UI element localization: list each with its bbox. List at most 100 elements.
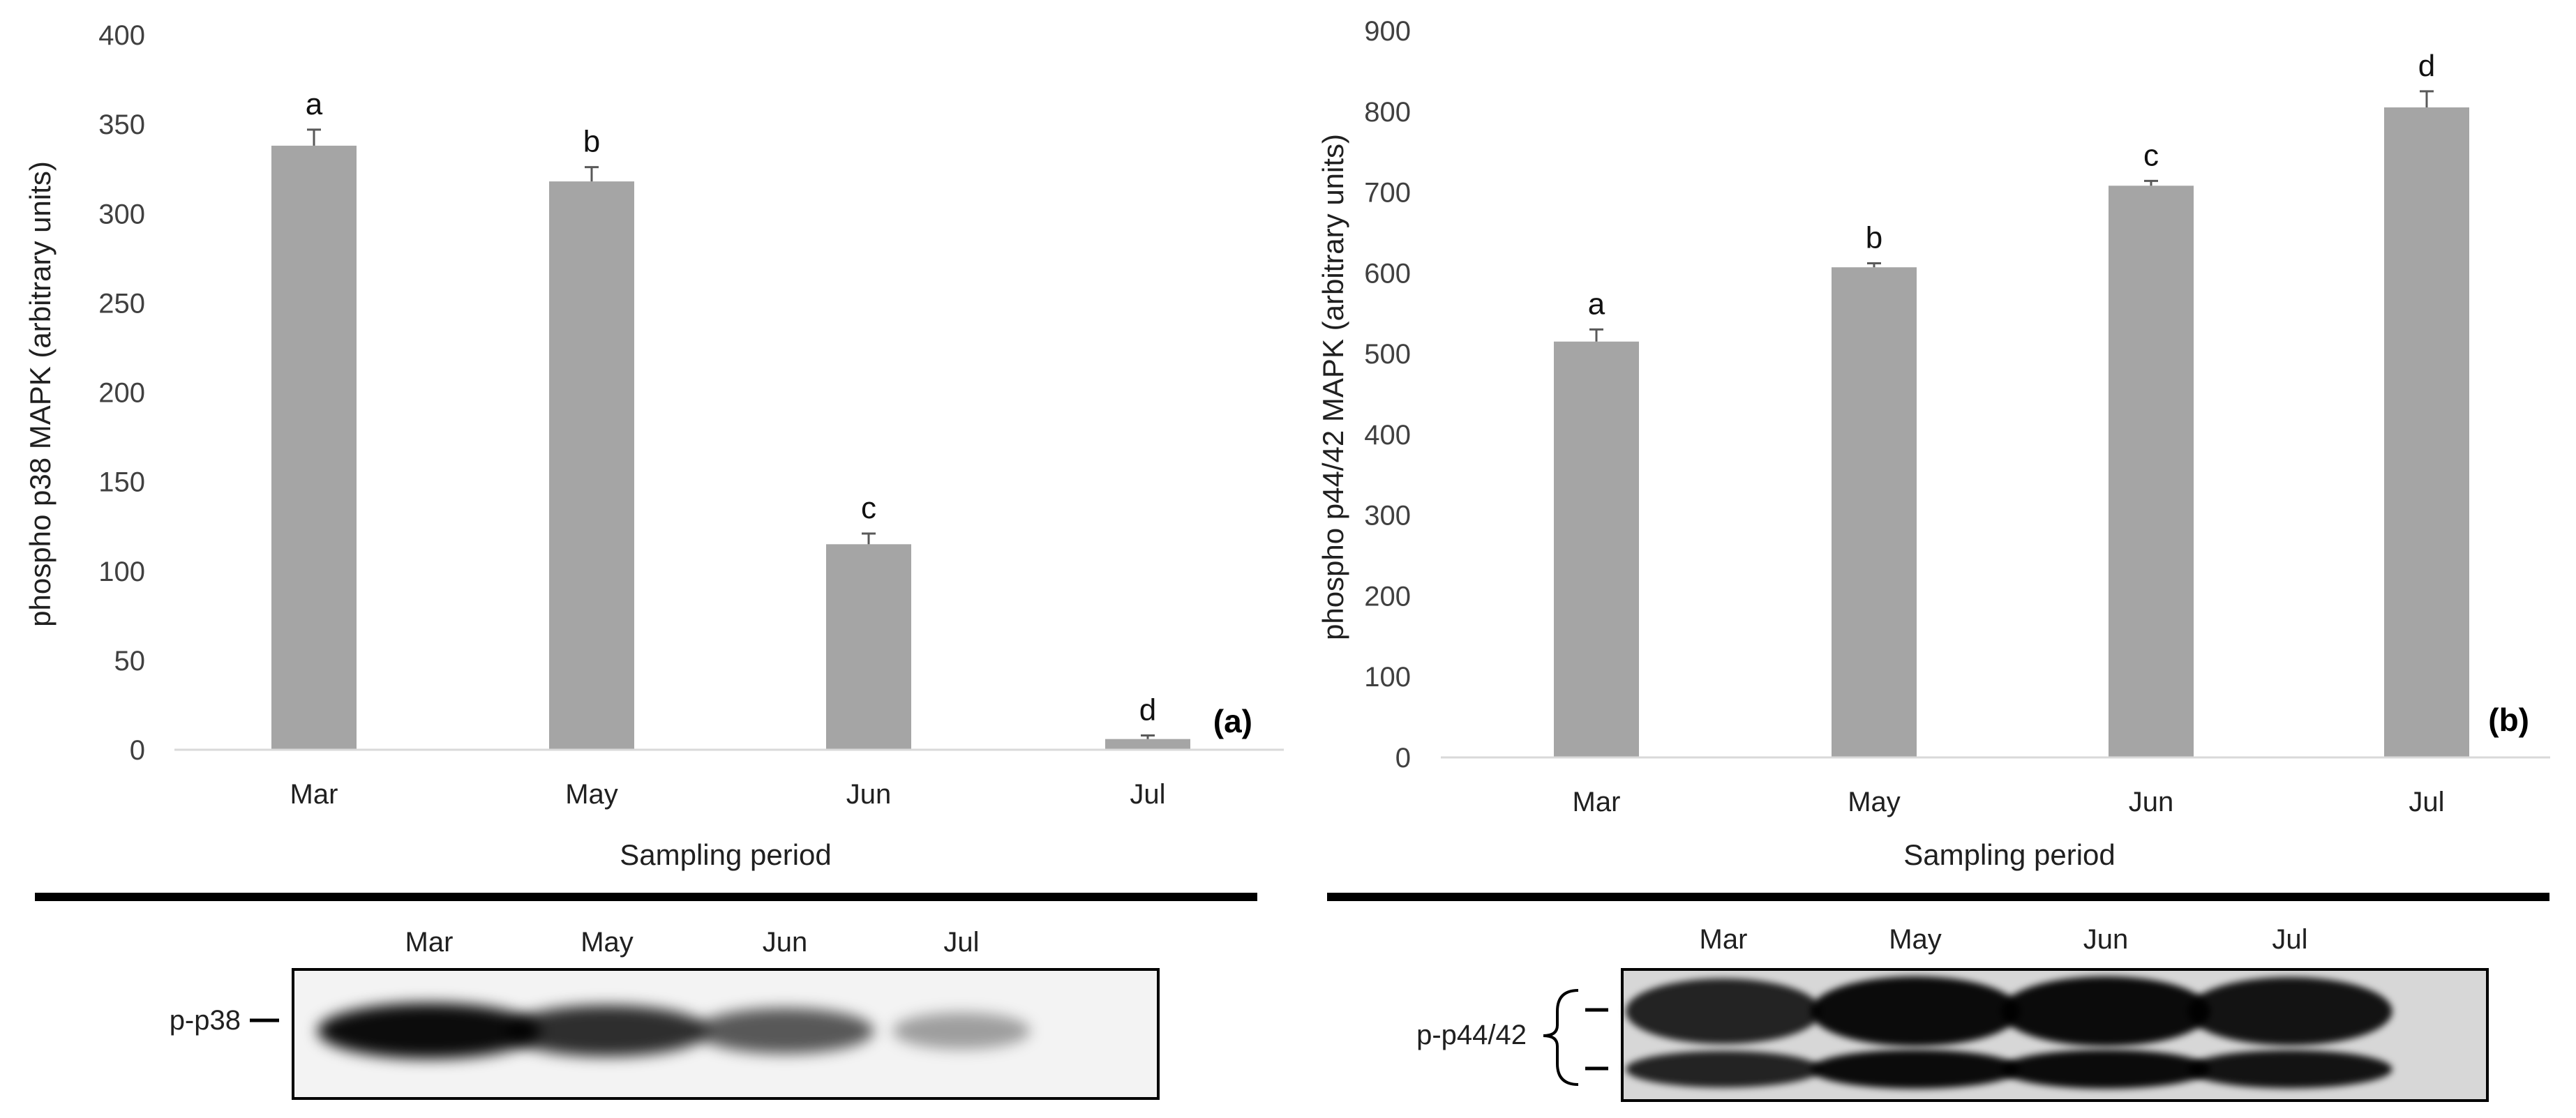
blot-b-bands — [1626, 976, 2392, 1089]
a-y-tick-label: 200 — [98, 378, 145, 409]
a-significance-letter: c — [861, 491, 876, 525]
b-x-tick-label: Jul — [2409, 787, 2444, 817]
blot-b-lane-label: Jul — [2272, 924, 2307, 955]
chart-b-x-tick-labels: Mar May Jun Jul — [1573, 787, 2445, 817]
b-significance-letter: c — [2143, 138, 2159, 172]
blot-a-lane-labels: Mar May Jun Jul — [405, 927, 980, 958]
a-significance-letter: d — [1139, 693, 1156, 727]
blot-a-band — [317, 1003, 541, 1059]
blot-a-band — [892, 1012, 1031, 1050]
b-y-tick-label: 300 — [1364, 501, 1411, 531]
blot-a-lane-label: Mar — [405, 927, 454, 958]
blot-b: Mar May Jun Jul p-p44/42 — [1416, 924, 2489, 1102]
b-x-tick-label: Jun — [2129, 787, 2174, 817]
blot-b-lane-labels: Mar May Jun Jul — [1700, 924, 2308, 955]
blot-b-band — [2187, 977, 2392, 1045]
blot-b-lane-label: Jun — [2083, 924, 2129, 955]
a-y-tick-label: 150 — [98, 467, 145, 498]
separator-right — [1327, 893, 2549, 901]
a-bar — [1105, 739, 1190, 750]
chart-a-y-ticks: 0 50 100 150 200 250 300 350 400 — [98, 20, 145, 766]
a-error-bar — [862, 532, 876, 545]
blot-b-brace — [1543, 989, 1579, 1086]
b-significance-letter: b — [1866, 220, 1882, 255]
a-bar — [271, 145, 357, 750]
blot-b-band — [1626, 979, 1821, 1044]
chart-b-significance-letters: a b c d — [1588, 49, 2435, 322]
chart-a-significance-letters: a b c d — [306, 87, 1156, 727]
b-bar — [2384, 107, 2469, 757]
blot-b-band — [2187, 1050, 2392, 1089]
b-y-tick-label: 800 — [1364, 97, 1411, 128]
b-x-tick-label: Mar — [1573, 787, 1621, 817]
blot-a-lane-label: May — [581, 927, 634, 958]
chart-a-error-bars — [307, 128, 1155, 739]
b-error-bar — [1589, 328, 1603, 342]
b-y-tick-label: 400 — [1364, 420, 1411, 451]
blot-a: Mar May Jun Jul p-p38 — [170, 927, 1160, 1100]
a-y-tick-label: 50 — [114, 646, 146, 677]
a-y-tick-label: 300 — [98, 199, 145, 229]
a-bar — [549, 181, 634, 750]
a-y-tick-label: 400 — [98, 20, 145, 51]
a-x-tick-label: Jul — [1130, 779, 1165, 810]
chart-b-bar-chart: 0 100 200 300 400 500 600 700 800 900 a b c d Mar May… — [1317, 16, 2550, 871]
a-error-bar — [585, 166, 599, 182]
chart-a-bar-chart: 0 50 100 150 200 250 300 350 400 a b c d Mar May Jun J… — [24, 20, 1284, 871]
chart-a-bars — [271, 145, 1190, 750]
blot-b-lane-label: May — [1889, 924, 1942, 955]
chart-b-x-axis-title: Sampling period — [1903, 838, 2116, 871]
chart-b-panel-label: (b) — [2488, 702, 2529, 738]
blot-b-band — [1811, 976, 2020, 1046]
blot-b-band — [2001, 976, 2210, 1046]
chart-a-x-axis-title: Sampling period — [620, 838, 832, 871]
blot-a-lane-label: Jun — [763, 927, 808, 958]
a-significance-letter: a — [306, 87, 323, 121]
a-y-tick-label: 0 — [130, 735, 145, 766]
chart-b-y-ticks: 0 100 200 300 400 500 600 700 800 900 — [1364, 16, 1411, 773]
blot-a-band-label: p-p38 — [170, 1005, 241, 1036]
b-y-tick-label: 100 — [1364, 662, 1411, 693]
a-x-tick-label: Mar — [290, 779, 338, 810]
chart-b-y-axis-title: phospho p44/42 MAPK (arbitrary units) — [1317, 134, 1349, 640]
a-y-tick-label: 350 — [98, 109, 145, 140]
blot-b-band-label: p-p44/42 — [1416, 1020, 1527, 1050]
blot-b-lane-label: Mar — [1700, 924, 1748, 955]
a-significance-letter: b — [583, 125, 600, 159]
a-x-tick-label: Jun — [846, 779, 892, 810]
b-error-bar — [2420, 90, 2434, 107]
b-bar — [1554, 341, 1639, 757]
b-bar — [1832, 267, 1917, 757]
a-y-tick-label: 100 — [98, 557, 145, 587]
b-x-tick-label: May — [1848, 787, 1901, 817]
chart-b-error-bars — [1589, 90, 2434, 342]
b-y-tick-label: 900 — [1364, 16, 1411, 47]
b-y-tick-label: 600 — [1364, 258, 1411, 289]
a-error-bar — [1141, 734, 1155, 739]
b-y-tick-label: 700 — [1364, 178, 1411, 209]
chart-a-y-axis-title: phospho p38 MAPK (arbitrary units) — [24, 161, 57, 627]
b-y-tick-label: 200 — [1364, 581, 1411, 612]
b-y-tick-label: 500 — [1364, 339, 1411, 370]
blot-b-band — [1811, 1050, 2020, 1089]
b-y-tick-label: 0 — [1395, 743, 1411, 773]
separator-left — [35, 893, 1257, 901]
b-bar — [2109, 186, 2194, 757]
chart-a-panel-label: (a) — [1213, 703, 1252, 739]
chart-b-bars — [1554, 107, 2469, 757]
blot-b-band — [1626, 1050, 1821, 1088]
b-error-bar — [2144, 179, 2158, 186]
b-significance-letter: a — [1588, 287, 1605, 321]
blot-b-band — [2001, 1050, 2210, 1089]
b-error-bar — [1867, 262, 1881, 268]
a-y-tick-label: 250 — [98, 288, 145, 319]
blot-a-band — [505, 1005, 709, 1057]
a-x-tick-label: May — [565, 779, 618, 810]
blot-a-bands — [317, 1003, 1031, 1059]
a-error-bar — [307, 128, 321, 146]
blot-a-band — [696, 1008, 874, 1054]
blot-a-lane-label: Jul — [943, 927, 979, 958]
b-significance-letter: d — [2418, 49, 2435, 83]
a-bar — [826, 544, 911, 750]
